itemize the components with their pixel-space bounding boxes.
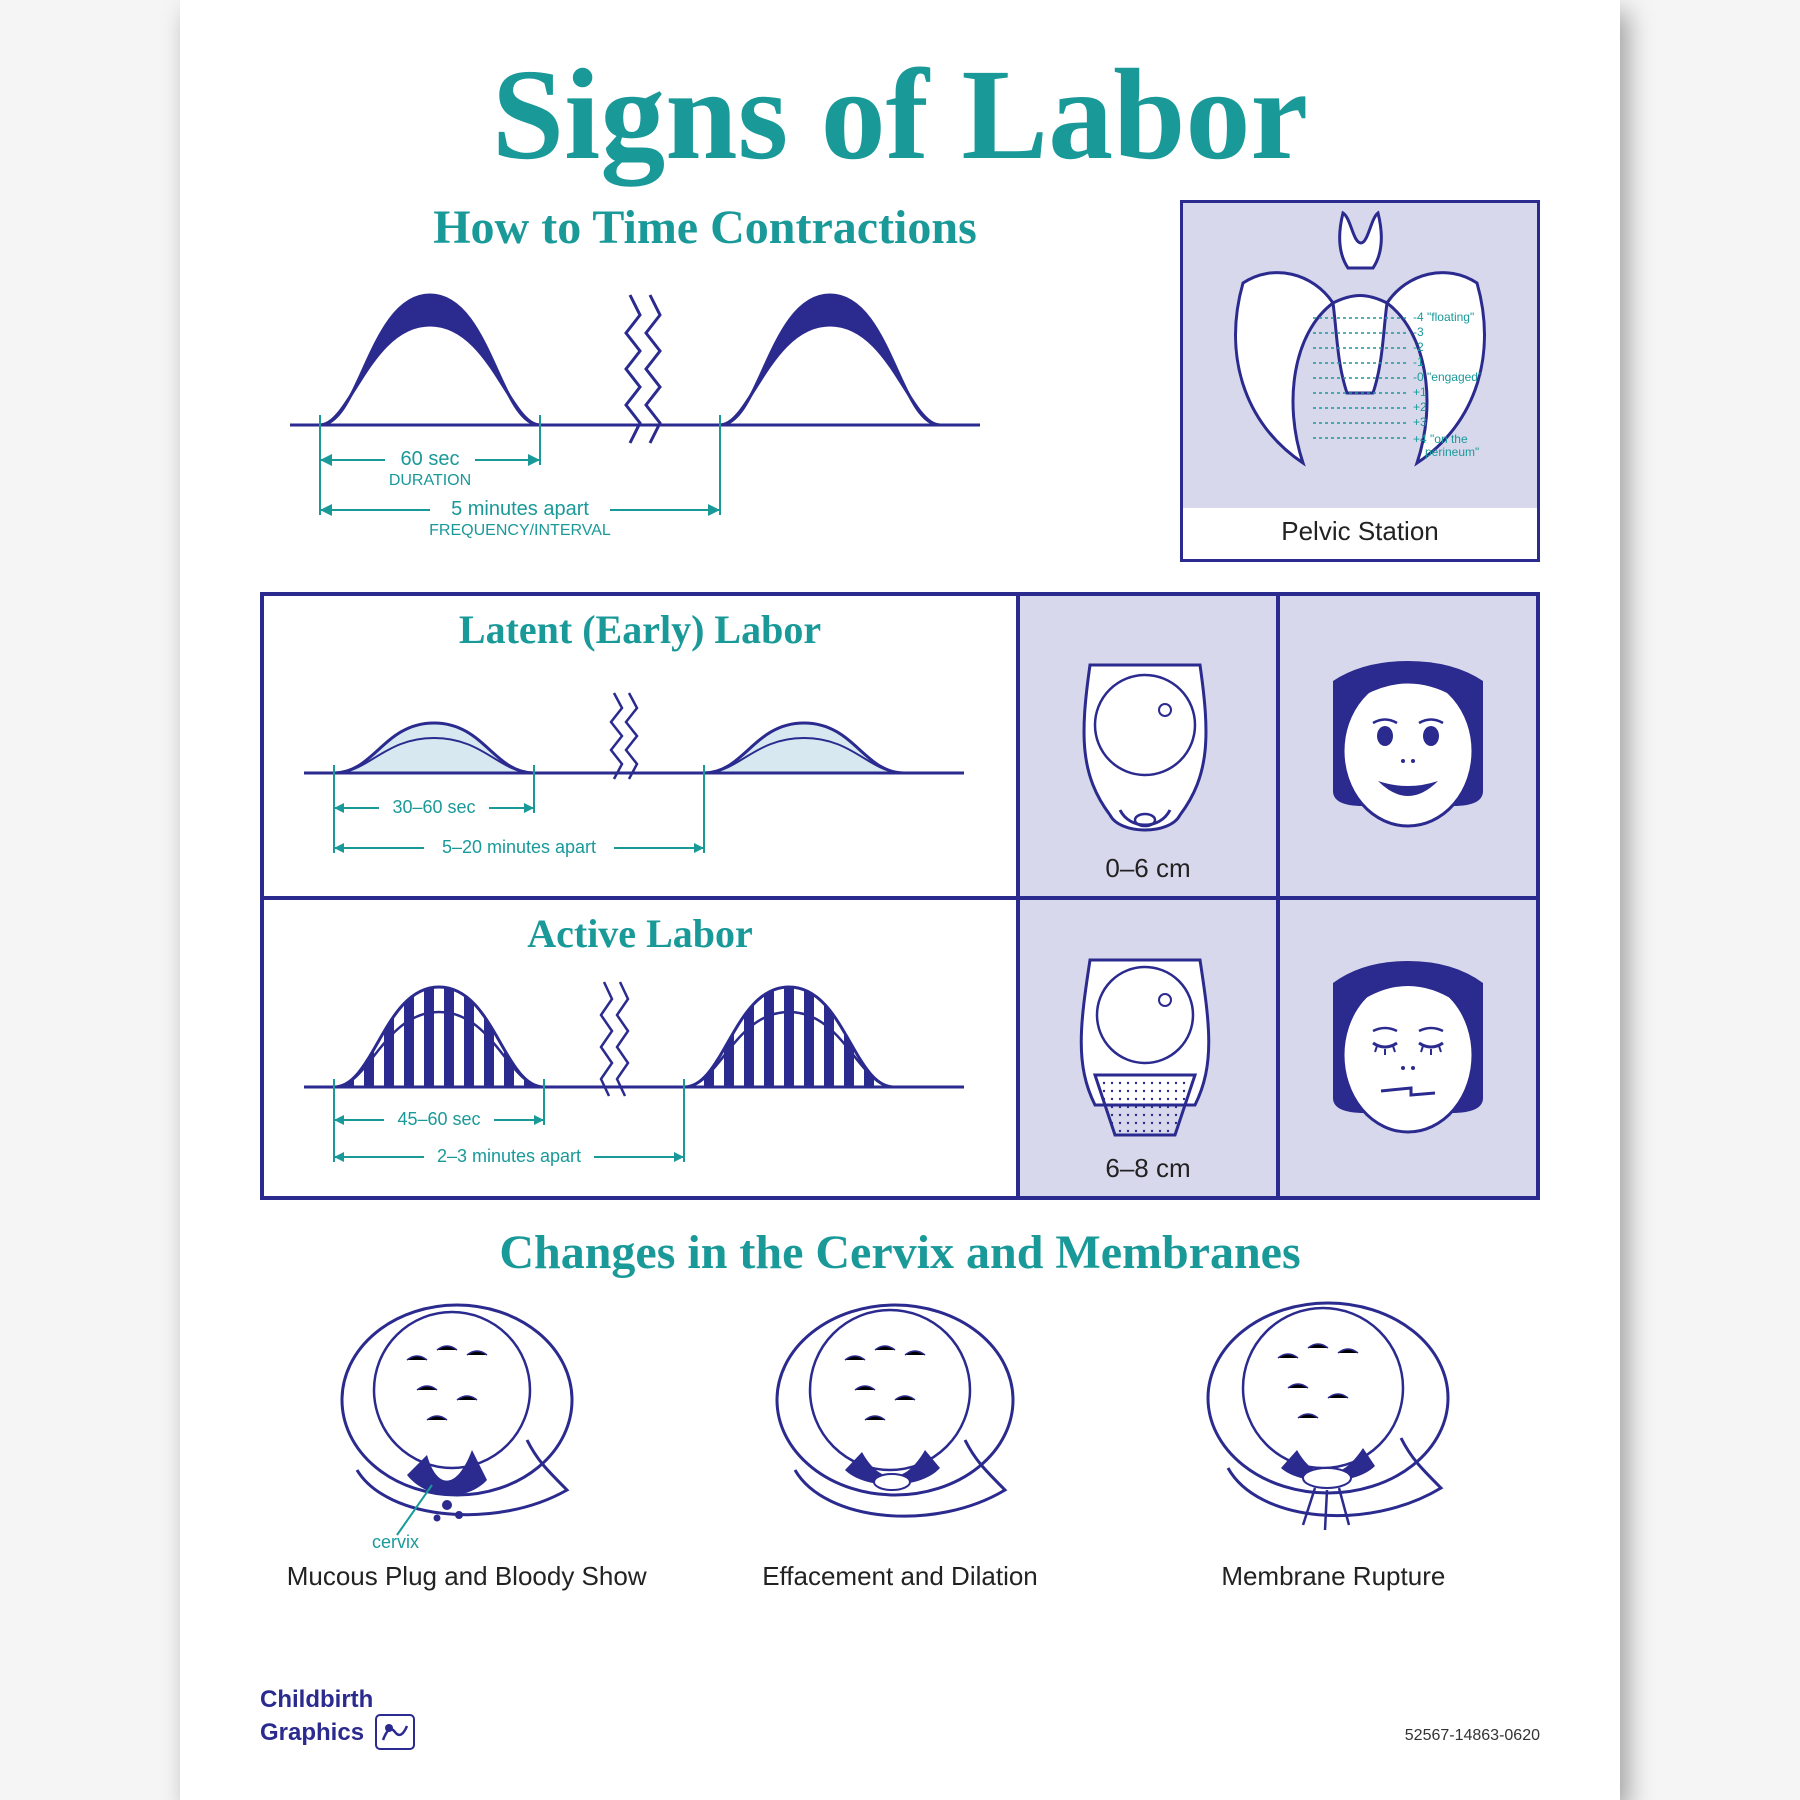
svg-text:+3: +3 <box>1413 415 1427 429</box>
timing-heading: How to Time Contractions <box>260 200 1150 255</box>
svg-text:5–20 minutes apart: 5–20 minutes apart <box>442 837 596 857</box>
happy-face-icon <box>1293 631 1523 861</box>
cervix-item-2: Effacement and Dilation <box>695 1290 1105 1592</box>
svg-text:-3: -3 <box>1413 325 1424 339</box>
cervix-caption-3: Membrane Rupture <box>1129 1561 1539 1592</box>
pelvic-diagram: -4 "floating"-3 -2-1 -0 "engaged"+1 +2+3… <box>1183 203 1537 503</box>
timing-chart: 60 sec DURATION 5 minutes apart FREQUENC… <box>260 265 1010 545</box>
active-row: Active Labor <box>264 896 1536 1196</box>
latent-title: Latent (Early) Labor <box>284 606 996 653</box>
active-measure: 6–8 cm <box>1020 1153 1276 1184</box>
pelvic-caption: Pelvic Station <box>1183 508 1537 559</box>
cervix-caption-2: Effacement and Dilation <box>695 1561 1105 1592</box>
cervix-caption-1: Mucous Plug and Bloody Show <box>262 1561 672 1592</box>
brand-text2: Graphics <box>260 1719 364 1746</box>
contractions-section: How to Time Contractions <box>260 200 1150 562</box>
frequency-sub: FREQUENCY/INTERVAL <box>429 522 611 539</box>
svg-text:cervix: cervix <box>372 1532 419 1550</box>
latent-cervix-icon <box>1020 635 1270 845</box>
active-chart: Active Labor <box>264 900 1016 1196</box>
top-row: How to Time Contractions <box>260 200 1540 562</box>
brand-footer: Childbirth Graphics <box>260 1686 415 1750</box>
mucous-plug-icon: cervix <box>297 1290 637 1550</box>
membrane-rupture-icon <box>1163 1290 1503 1550</box>
pelvic-station-box: -4 "floating"-3 -2-1 -0 "engaged"+1 +2+3… <box>1180 200 1540 562</box>
effacement-icon <box>730 1290 1070 1550</box>
svg-text:30–60 sec: 30–60 sec <box>392 797 475 817</box>
svg-text:-1: -1 <box>1413 355 1424 369</box>
svg-text:+2: +2 <box>1413 400 1427 414</box>
svg-text:-0 "engaged": -0 "engaged" <box>1413 370 1482 384</box>
active-cervix-icon <box>1020 935 1270 1145</box>
svg-text:+1: +1 <box>1413 385 1427 399</box>
neutral-face-icon <box>1293 933 1523 1163</box>
brand-logo-icon <box>375 1714 415 1750</box>
svg-text:2–3 minutes apart: 2–3 minutes apart <box>437 1146 581 1166</box>
duration-label: 60 sec <box>401 448 460 470</box>
active-face <box>1276 900 1536 1196</box>
svg-text:-4 "floating": -4 "floating" <box>1413 310 1474 324</box>
poster: Signs of Labor How to Time Contractions <box>180 0 1620 1800</box>
cervix-row: cervix Mucous Plug and Bloody Show Effac… <box>260 1290 1540 1592</box>
latent-dilation: 0–6 cm <box>1016 596 1276 896</box>
svg-text:+4 "on the: +4 "on the <box>1413 432 1468 446</box>
svg-text:perineum": perineum" <box>1425 445 1479 459</box>
cervix-heading: Changes in the Cervix and Membranes <box>260 1225 1540 1280</box>
labor-table: Latent (Early) Labor 30–60 <box>260 592 1540 1200</box>
latent-row: Latent (Early) Labor 30–60 <box>264 596 1536 896</box>
cervix-item-1: cervix Mucous Plug and Bloody Show <box>262 1290 672 1592</box>
latent-chart: Latent (Early) Labor 30–60 <box>264 596 1016 896</box>
active-title: Active Labor <box>284 910 996 957</box>
active-dilation: 6–8 cm <box>1016 900 1276 1196</box>
svg-text:-2: -2 <box>1413 340 1424 354</box>
cervix-item-3: Membrane Rupture <box>1129 1290 1539 1592</box>
brand-text: Childbirth <box>260 1686 373 1713</box>
svg-text:45–60 sec: 45–60 sec <box>397 1109 480 1129</box>
duration-sub: DURATION <box>389 472 471 489</box>
code-footer: 52567-14863-0620 <box>1405 1727 1540 1745</box>
latent-face <box>1276 596 1536 896</box>
frequency-label: 5 minutes apart <box>451 498 589 520</box>
latent-measure: 0–6 cm <box>1020 853 1276 884</box>
main-title: Signs of Labor <box>260 40 1540 190</box>
